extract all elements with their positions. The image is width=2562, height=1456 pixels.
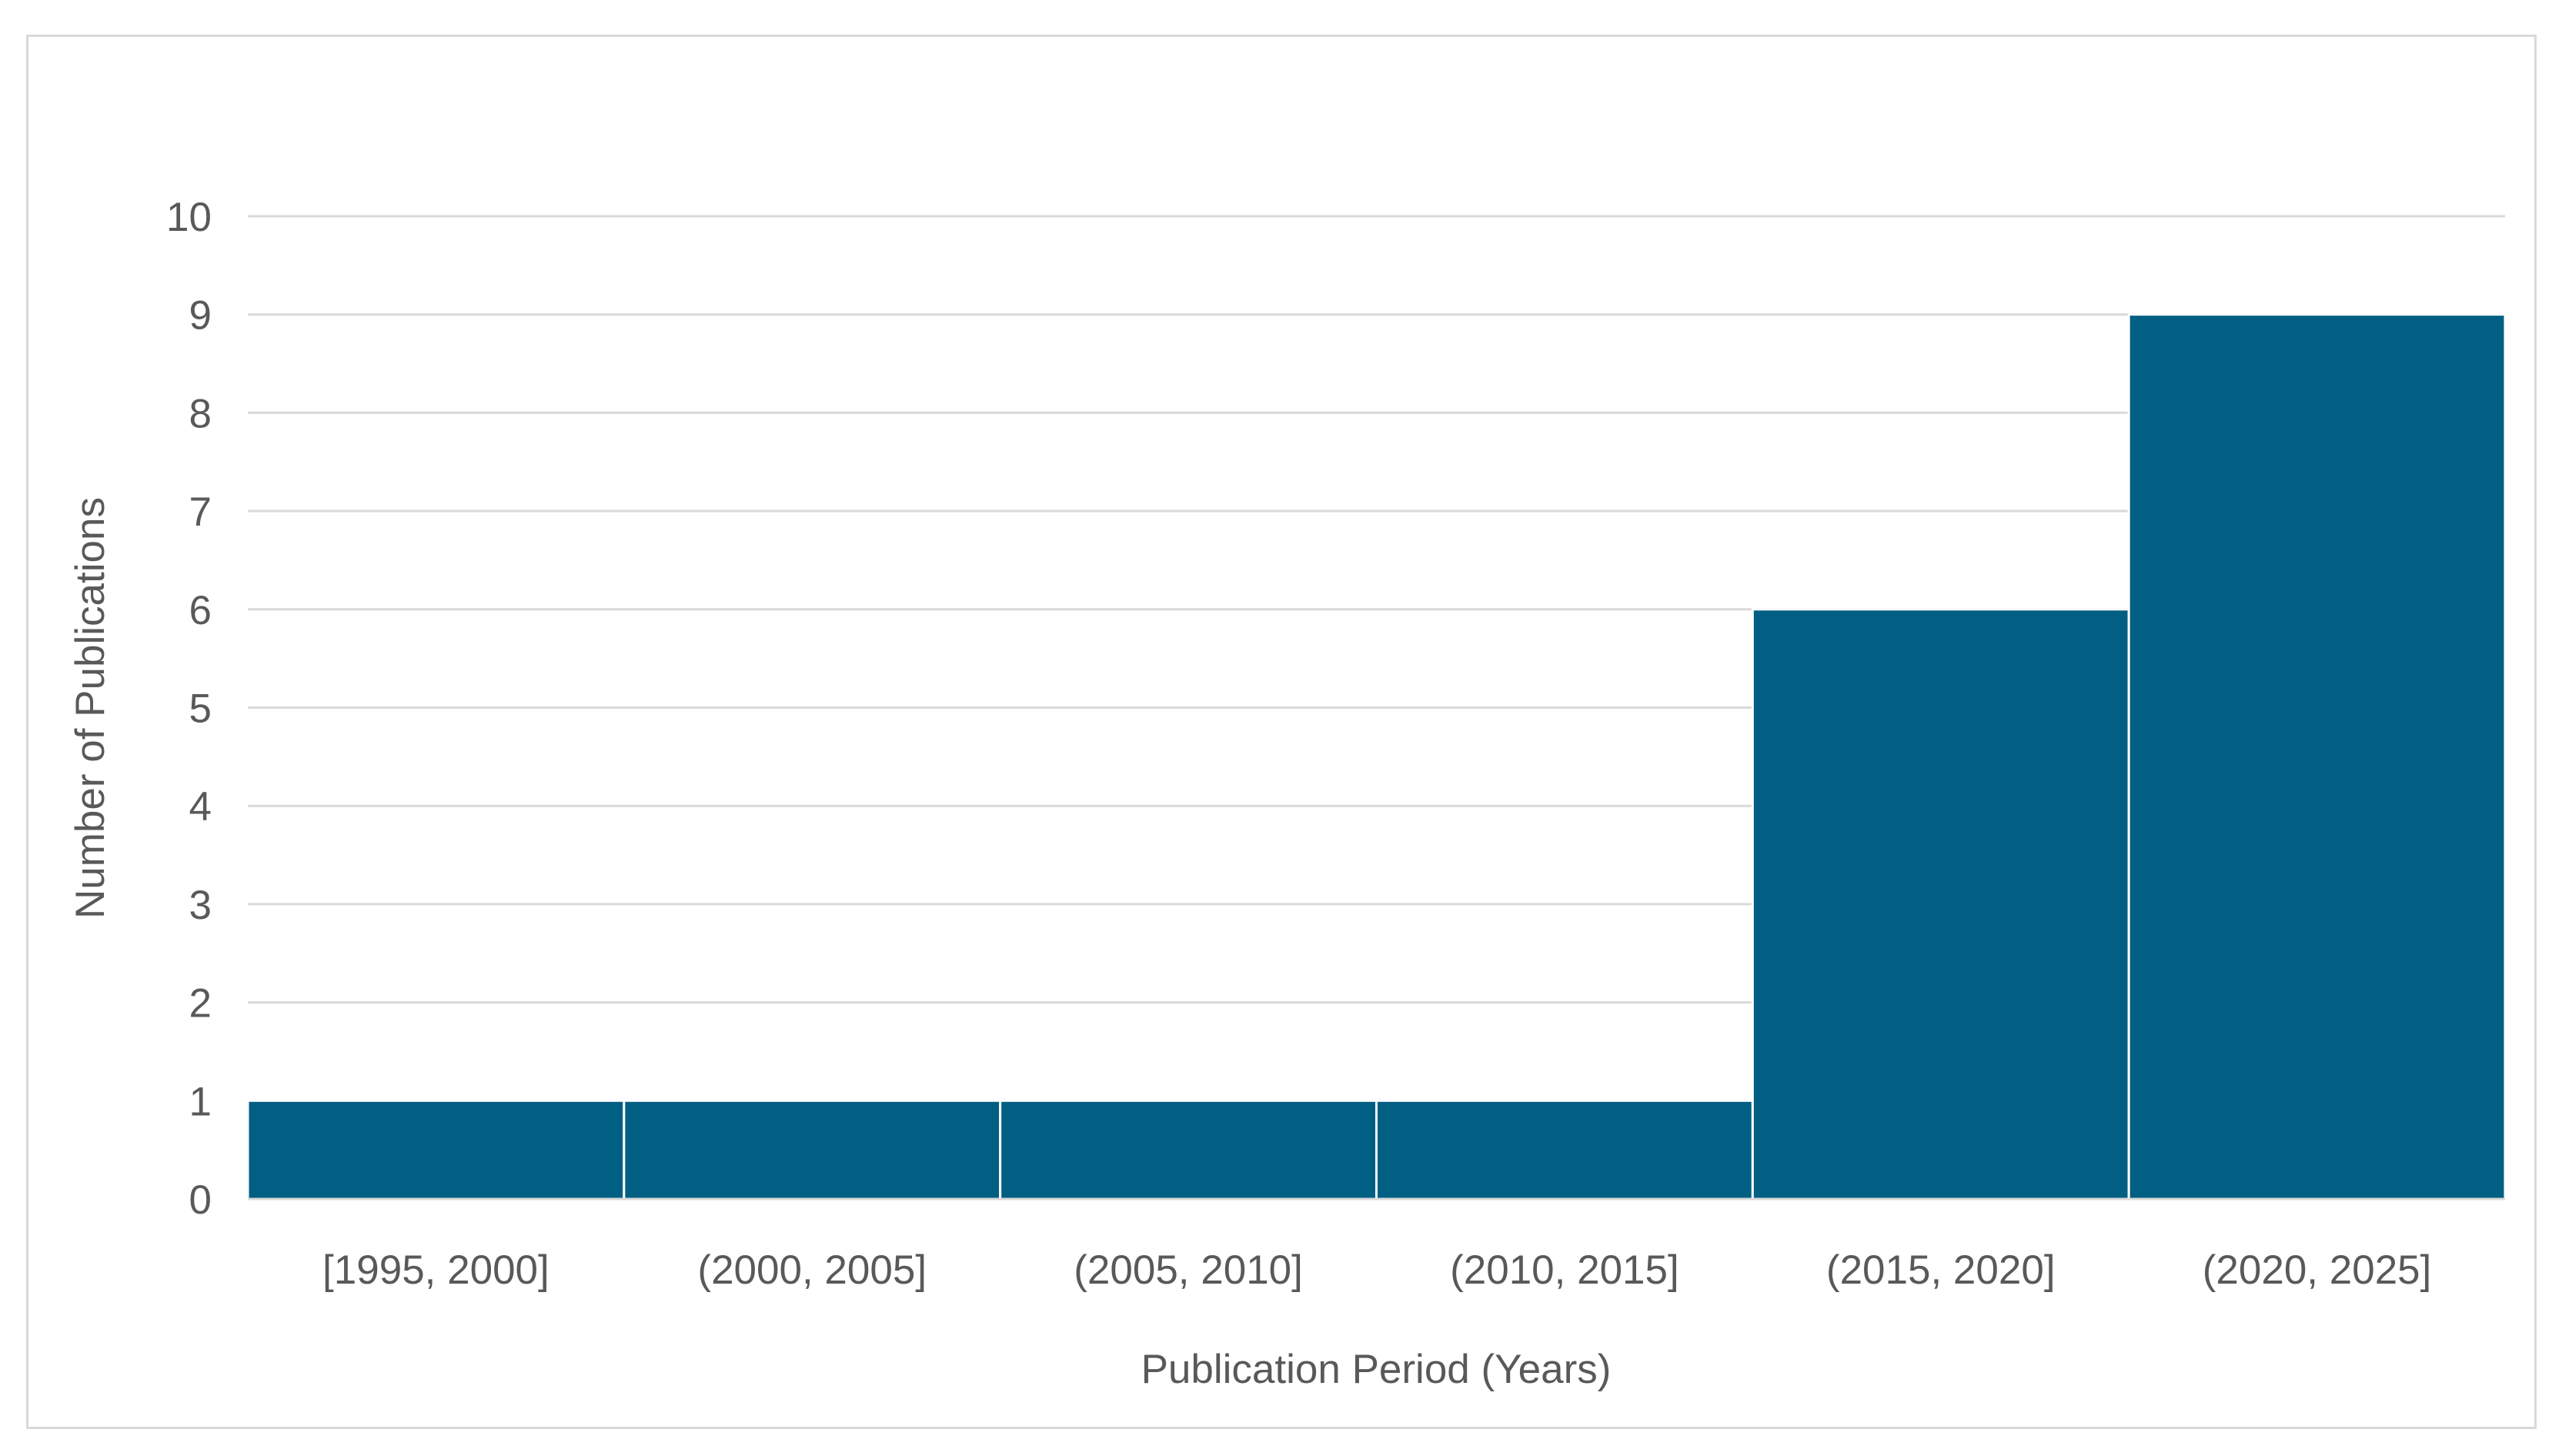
y-tick-label: 4 (189, 784, 212, 830)
bar (1751, 608, 2130, 1201)
x-tick-label: (2020, 2025] (2203, 1247, 2432, 1293)
x-tick-label: (2015, 2020] (1826, 1247, 2056, 1293)
y-tick-label: 1 (189, 1079, 212, 1124)
bar (623, 1099, 1002, 1201)
bar (1375, 1099, 1754, 1201)
y-tick-label: 8 (189, 391, 212, 436)
y-axis-title: Number of Publications (68, 497, 113, 919)
bar (2127, 313, 2507, 1201)
x-tick-label: (2000, 2005] (697, 1247, 927, 1293)
x-axis-title: Publication Period (Years) (1141, 1347, 1612, 1392)
y-tick-label: 5 (189, 686, 212, 732)
y-tick-label: 2 (189, 981, 212, 1027)
x-tick-label: (2005, 2010] (1074, 1247, 1303, 1293)
y-tick-label: 0 (189, 1177, 212, 1223)
y-tick-label: 3 (189, 883, 212, 928)
y-tick-label: 7 (189, 489, 212, 535)
x-tick-label: (2010, 2015] (1450, 1247, 1679, 1293)
y-tick-label: 9 (189, 293, 212, 339)
y-tick-label: 10 (166, 195, 212, 240)
bar (999, 1099, 1378, 1201)
x-axis-ticks: [1995, 2000] (2000, 2005] (2005, 2010] (201… (322, 1247, 2431, 1293)
y-tick-label: 6 (189, 588, 212, 633)
y-axis-ticks: 0 1 2 3 4 5 6 7 8 9 10 (166, 195, 212, 1223)
x-tick-label: [1995, 2000] (322, 1247, 549, 1293)
bar (246, 1099, 626, 1201)
bars (246, 313, 2507, 1201)
